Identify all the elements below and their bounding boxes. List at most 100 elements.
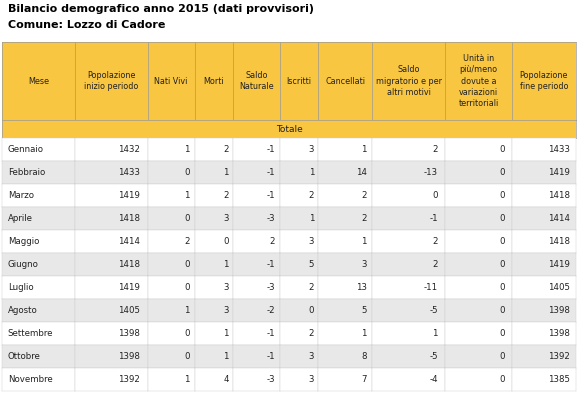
Text: 0: 0 — [499, 352, 505, 361]
Text: Ottobre: Ottobre — [8, 352, 40, 361]
Text: 2: 2 — [309, 329, 314, 338]
Text: 1: 1 — [432, 329, 438, 338]
Text: -1: -1 — [266, 260, 275, 269]
Text: 2: 2 — [432, 145, 438, 154]
Text: -1: -1 — [429, 214, 438, 223]
Text: 1385: 1385 — [547, 375, 569, 384]
Text: Aprile: Aprile — [8, 214, 33, 223]
Text: Gennaio: Gennaio — [8, 145, 44, 154]
Text: 2: 2 — [224, 191, 229, 200]
Text: 1: 1 — [361, 237, 367, 246]
Text: 0: 0 — [499, 145, 505, 154]
Text: 1: 1 — [224, 260, 229, 269]
Text: Febbraio: Febbraio — [8, 168, 45, 177]
Text: Saldo
migratorio e per
altri motivi: Saldo migratorio e per altri motivi — [376, 65, 442, 97]
Text: 0: 0 — [499, 283, 505, 292]
Text: 2: 2 — [361, 191, 367, 200]
Text: 3: 3 — [361, 260, 367, 269]
Text: 2: 2 — [184, 237, 190, 246]
Text: 0: 0 — [499, 375, 505, 384]
Text: 1405: 1405 — [118, 306, 140, 315]
Text: 2: 2 — [309, 283, 314, 292]
Text: 8: 8 — [361, 352, 367, 361]
Text: 1419: 1419 — [118, 191, 140, 200]
Text: Marzo: Marzo — [8, 191, 34, 200]
Text: 1419: 1419 — [548, 168, 569, 177]
Text: 0: 0 — [499, 329, 505, 338]
Text: 1414: 1414 — [118, 237, 140, 246]
Text: 0: 0 — [432, 191, 438, 200]
Text: 1398: 1398 — [118, 329, 140, 338]
Text: 0: 0 — [499, 237, 505, 246]
Text: 1: 1 — [309, 214, 314, 223]
Text: Giugno: Giugno — [8, 260, 39, 269]
Text: 1418: 1418 — [547, 191, 569, 200]
Text: 1418: 1418 — [118, 214, 140, 223]
Text: 13: 13 — [356, 283, 367, 292]
Text: Popolazione
inizio periodo: Popolazione inizio periodo — [84, 71, 139, 91]
Text: 2: 2 — [432, 260, 438, 269]
Text: -1: -1 — [266, 145, 275, 154]
Text: Comune: Lozzo di Cadore: Comune: Lozzo di Cadore — [8, 20, 165, 30]
Text: Unità in
più/meno
dovute a
variazioni
territoriali: Unità in più/meno dovute a variazioni te… — [458, 53, 499, 108]
Text: 1418: 1418 — [547, 237, 569, 246]
Text: 1: 1 — [224, 168, 229, 177]
Text: Bilancio demografico anno 2015 (dati provvisori): Bilancio demografico anno 2015 (dati pro… — [8, 4, 314, 14]
Text: -4: -4 — [429, 375, 438, 384]
Text: 0: 0 — [499, 168, 505, 177]
Text: Nati Vivi: Nati Vivi — [154, 77, 188, 86]
Text: Novembre: Novembre — [8, 375, 53, 384]
Text: 0: 0 — [184, 329, 190, 338]
Text: -1: -1 — [266, 352, 275, 361]
Text: 3: 3 — [309, 352, 314, 361]
Text: 2: 2 — [309, 191, 314, 200]
Text: 0: 0 — [184, 260, 190, 269]
Text: 0: 0 — [499, 260, 505, 269]
Text: 1: 1 — [184, 306, 190, 315]
Text: 0: 0 — [499, 191, 505, 200]
Text: 0: 0 — [499, 214, 505, 223]
Text: 1: 1 — [184, 145, 190, 154]
Text: 0: 0 — [499, 306, 505, 315]
Text: -11: -11 — [424, 283, 438, 292]
Text: 2: 2 — [224, 145, 229, 154]
Text: 3: 3 — [224, 283, 229, 292]
Text: Cancellati: Cancellati — [325, 77, 365, 86]
Text: 3: 3 — [224, 214, 229, 223]
Text: Iscritti: Iscritti — [286, 77, 312, 86]
Text: 1: 1 — [361, 145, 367, 154]
Text: 0: 0 — [309, 306, 314, 315]
Text: 1398: 1398 — [548, 306, 569, 315]
Text: -1: -1 — [266, 191, 275, 200]
Text: 1: 1 — [184, 191, 190, 200]
Text: Morti: Morti — [203, 77, 224, 86]
Text: Totale: Totale — [276, 125, 302, 134]
Text: -5: -5 — [429, 352, 438, 361]
Text: 2: 2 — [432, 237, 438, 246]
Text: 1: 1 — [361, 329, 367, 338]
Text: 1433: 1433 — [547, 145, 569, 154]
Text: 0: 0 — [224, 237, 229, 246]
Text: 1419: 1419 — [118, 283, 140, 292]
Text: 1405: 1405 — [547, 283, 569, 292]
Text: 1419: 1419 — [548, 260, 569, 269]
Text: -5: -5 — [429, 306, 438, 315]
Text: Popolazione
fine periodo: Popolazione fine periodo — [520, 71, 568, 91]
Text: Settembre: Settembre — [8, 329, 53, 338]
Text: 1: 1 — [224, 352, 229, 361]
Text: 3: 3 — [309, 375, 314, 384]
Text: Luglio: Luglio — [8, 283, 34, 292]
Text: 0: 0 — [184, 352, 190, 361]
Text: 1433: 1433 — [118, 168, 140, 177]
Text: -3: -3 — [266, 214, 275, 223]
Text: 4: 4 — [224, 375, 229, 384]
Text: 1392: 1392 — [548, 352, 569, 361]
Text: Mese: Mese — [28, 77, 49, 86]
Text: 5: 5 — [361, 306, 367, 315]
Text: 0: 0 — [184, 283, 190, 292]
Text: 2: 2 — [269, 237, 275, 246]
Text: 1432: 1432 — [118, 145, 140, 154]
Text: 1414: 1414 — [547, 214, 569, 223]
Text: 3: 3 — [309, 237, 314, 246]
Text: 0: 0 — [184, 214, 190, 223]
